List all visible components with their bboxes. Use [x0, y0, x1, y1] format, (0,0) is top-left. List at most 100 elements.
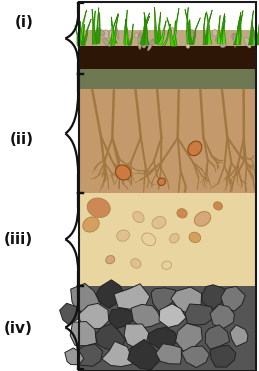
PathPatch shape — [81, 19, 91, 45]
Bar — [80, 193, 256, 286]
Polygon shape — [159, 304, 186, 328]
PathPatch shape — [111, 17, 116, 43]
Ellipse shape — [188, 31, 194, 39]
PathPatch shape — [92, 9, 97, 44]
Ellipse shape — [244, 37, 251, 48]
Polygon shape — [176, 323, 202, 352]
PathPatch shape — [157, 12, 161, 45]
Ellipse shape — [103, 39, 111, 46]
Ellipse shape — [134, 33, 139, 37]
Ellipse shape — [115, 26, 119, 39]
Ellipse shape — [103, 30, 109, 39]
Polygon shape — [114, 284, 150, 309]
Ellipse shape — [162, 261, 171, 269]
PathPatch shape — [144, 14, 149, 45]
Ellipse shape — [186, 30, 194, 36]
PathPatch shape — [77, 22, 81, 45]
Ellipse shape — [83, 217, 99, 232]
PathPatch shape — [125, 10, 128, 45]
Ellipse shape — [213, 202, 222, 210]
PathPatch shape — [109, 13, 118, 45]
Ellipse shape — [125, 40, 132, 45]
Ellipse shape — [234, 33, 236, 47]
Ellipse shape — [177, 209, 187, 218]
Ellipse shape — [148, 39, 154, 51]
PathPatch shape — [81, 24, 85, 46]
PathPatch shape — [124, 19, 127, 44]
Ellipse shape — [188, 141, 202, 156]
Ellipse shape — [232, 33, 236, 40]
Polygon shape — [149, 327, 178, 351]
Ellipse shape — [170, 233, 179, 243]
Ellipse shape — [152, 217, 166, 229]
PathPatch shape — [171, 8, 179, 43]
PathPatch shape — [75, 26, 80, 46]
PathPatch shape — [77, 10, 87, 44]
PathPatch shape — [111, 21, 117, 44]
Polygon shape — [210, 345, 236, 367]
Ellipse shape — [141, 39, 146, 48]
PathPatch shape — [155, 7, 160, 44]
Polygon shape — [205, 325, 230, 349]
Ellipse shape — [87, 198, 110, 217]
PathPatch shape — [191, 18, 200, 45]
PathPatch shape — [125, 20, 129, 46]
Polygon shape — [65, 348, 84, 365]
Text: (iii): (iii) — [3, 232, 32, 247]
Polygon shape — [72, 344, 103, 367]
PathPatch shape — [220, 20, 225, 45]
Polygon shape — [210, 304, 234, 328]
Polygon shape — [202, 285, 225, 309]
Ellipse shape — [131, 259, 141, 268]
Ellipse shape — [215, 33, 224, 41]
Bar — [80, 69, 256, 89]
Polygon shape — [221, 286, 245, 311]
Ellipse shape — [142, 35, 145, 40]
Ellipse shape — [117, 230, 130, 241]
Polygon shape — [124, 324, 149, 349]
Ellipse shape — [111, 33, 116, 39]
PathPatch shape — [187, 20, 191, 45]
Polygon shape — [131, 304, 162, 328]
Polygon shape — [185, 304, 213, 325]
Polygon shape — [78, 303, 109, 329]
PathPatch shape — [141, 16, 149, 46]
Ellipse shape — [139, 32, 142, 43]
Polygon shape — [96, 324, 125, 352]
PathPatch shape — [128, 24, 133, 46]
Polygon shape — [71, 283, 101, 315]
Ellipse shape — [170, 27, 174, 39]
Ellipse shape — [109, 28, 114, 39]
Ellipse shape — [188, 30, 194, 35]
PathPatch shape — [158, 20, 166, 44]
Ellipse shape — [150, 40, 155, 46]
Ellipse shape — [220, 41, 226, 47]
Polygon shape — [171, 287, 202, 315]
Ellipse shape — [106, 256, 115, 264]
Ellipse shape — [189, 232, 201, 243]
Polygon shape — [156, 344, 182, 364]
PathPatch shape — [111, 14, 118, 46]
PathPatch shape — [236, 17, 240, 44]
Text: (iv): (iv) — [3, 321, 32, 336]
PathPatch shape — [93, 7, 99, 44]
PathPatch shape — [96, 13, 100, 44]
Polygon shape — [102, 341, 132, 367]
Ellipse shape — [116, 165, 131, 180]
Ellipse shape — [186, 43, 190, 48]
Ellipse shape — [138, 35, 141, 50]
Ellipse shape — [191, 33, 195, 38]
Ellipse shape — [187, 37, 194, 41]
PathPatch shape — [140, 13, 150, 44]
Text: (i): (i) — [15, 15, 34, 30]
PathPatch shape — [236, 10, 243, 45]
PathPatch shape — [144, 12, 148, 44]
Text: (ii): (ii) — [10, 132, 34, 147]
PathPatch shape — [233, 15, 241, 45]
PathPatch shape — [93, 11, 97, 45]
Bar — [80, 286, 256, 371]
Ellipse shape — [194, 211, 211, 226]
PathPatch shape — [144, 18, 148, 45]
Polygon shape — [97, 280, 126, 308]
PathPatch shape — [203, 13, 206, 44]
